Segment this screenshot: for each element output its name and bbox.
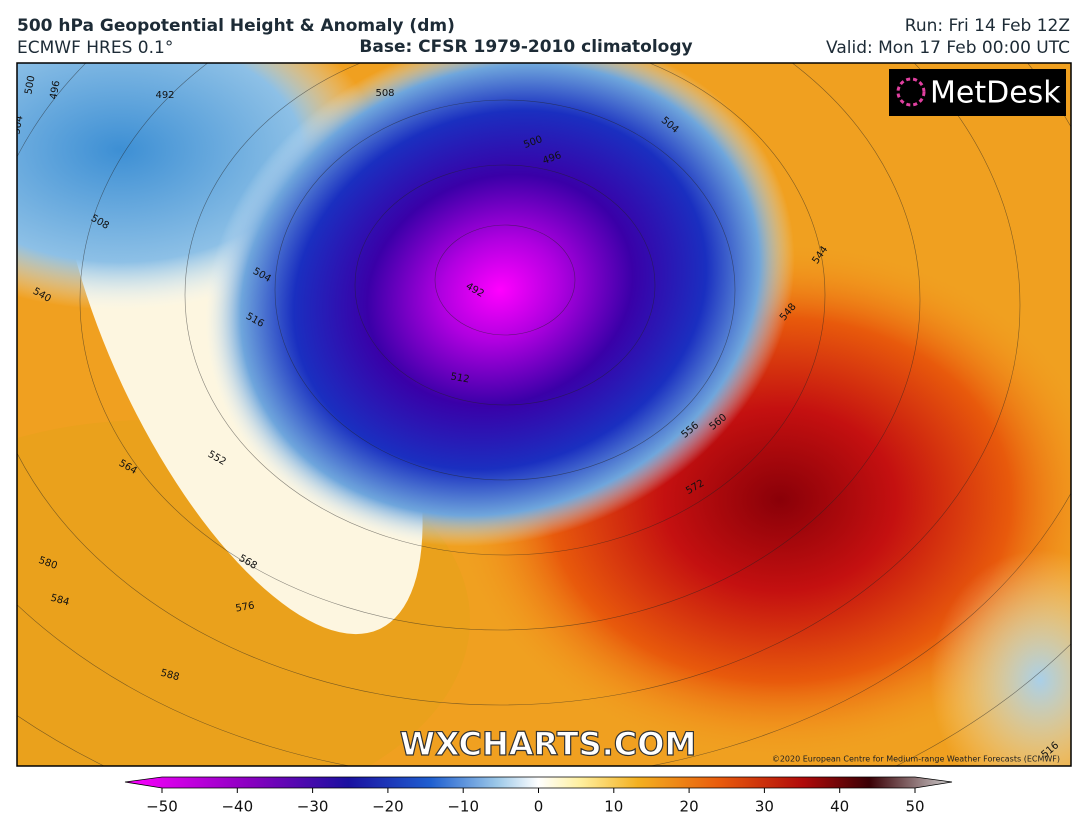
contour-label: 504 xyxy=(11,115,25,136)
colorbar-tick-label: 10 xyxy=(604,798,623,816)
colorbar-tick-label: 20 xyxy=(680,798,699,816)
colorbar-tick-label: 40 xyxy=(830,798,849,816)
valid: Valid: Mon 17 Feb 00:00 UTC xyxy=(826,38,1070,58)
colorbar-ticks: −50 −40 −30 −20 −10 0 10 20 30 40 50 xyxy=(146,788,925,816)
colorbar-tick-label: −10 xyxy=(447,798,479,816)
contour-label: 588 xyxy=(159,668,180,684)
watermark: WXCHARTS.COM xyxy=(400,725,697,763)
colorbar-tick-label: 0 xyxy=(534,798,544,816)
copyright: ©2020 European Centre for Medium-range W… xyxy=(772,755,1060,764)
title: 500 hPa Geopotential Height & Anomaly (d… xyxy=(17,16,455,36)
logo-box xyxy=(889,69,1066,116)
colorbar-tick-label: −20 xyxy=(372,798,404,816)
base: Base: CFSR 1979-2010 climatology xyxy=(359,37,692,57)
colorbar-tick-label: 50 xyxy=(905,798,924,816)
model: ECMWF HRES 0.1° xyxy=(17,38,173,58)
contour-label: 500 xyxy=(23,75,37,96)
contour-label: 508 xyxy=(375,88,394,99)
colorbar-tick-label: 30 xyxy=(755,798,774,816)
run: Run: Fri 14 Feb 12Z xyxy=(905,16,1070,36)
logo-icon xyxy=(896,77,926,107)
colorbar-tick-label: −50 xyxy=(146,798,178,816)
map-frame xyxy=(16,62,1072,767)
colorbar-tick-label: −40 xyxy=(221,798,253,816)
contour-label: 584 xyxy=(49,593,70,609)
logo: MetDesk xyxy=(930,76,1061,111)
contour-label: 576 xyxy=(235,600,256,614)
contour-label: 512 xyxy=(450,371,471,385)
colorbar xyxy=(124,776,953,789)
colorbar-tick-label: −30 xyxy=(297,798,329,816)
contour-label: 492 xyxy=(155,90,174,101)
contour-label: 496 xyxy=(48,80,62,101)
